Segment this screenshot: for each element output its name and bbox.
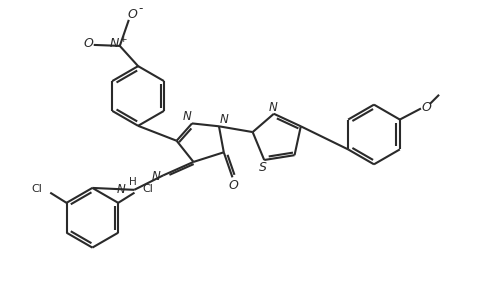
Text: O: O xyxy=(422,101,432,114)
Text: N: N xyxy=(117,183,125,196)
Text: N: N xyxy=(109,38,119,50)
Text: N: N xyxy=(268,101,277,114)
Text: H: H xyxy=(129,177,137,187)
Text: N: N xyxy=(183,110,192,123)
Text: O: O xyxy=(83,38,93,50)
Text: S: S xyxy=(259,161,267,174)
Text: +: + xyxy=(119,35,126,44)
Text: Cl: Cl xyxy=(142,184,153,194)
Text: O: O xyxy=(127,8,137,21)
Text: N: N xyxy=(220,113,228,126)
Text: N: N xyxy=(152,170,161,183)
Text: Cl: Cl xyxy=(32,184,42,194)
Text: -: - xyxy=(138,2,142,15)
Text: O: O xyxy=(228,179,238,192)
